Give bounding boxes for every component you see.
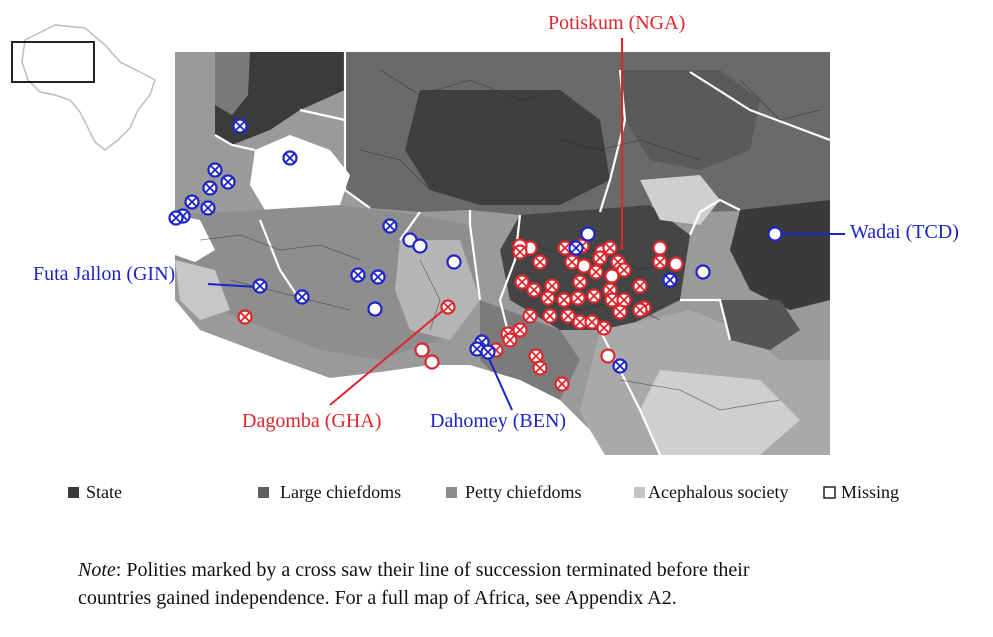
legend-swatches [68,486,836,499]
red-open-marker [600,348,616,364]
figure-note: Note: Polities marked by a cross saw the… [78,556,958,612]
blue-crossed-marker [220,174,236,190]
red-crossed-marker [522,308,538,324]
red-crossed-marker [572,274,588,290]
red-crossed-marker [502,332,518,348]
red-crossed-marker [237,309,253,325]
label-dagomba: Dagomba (GHA) [242,410,382,432]
red-crossed-marker [616,292,632,308]
legend-label-petty-chiefdoms: Petty chiefdoms [465,482,582,502]
red-crossed-marker [584,314,600,330]
red-crossed-marker [632,302,648,318]
legend-label-missing: Missing [841,482,900,502]
blue-open-marker [367,301,383,317]
red-open-marker [604,268,620,284]
blue-crossed-marker [294,289,310,305]
red-crossed-marker [554,376,570,392]
label-wadai: Wadai (TCD) [850,221,959,243]
legend-label-state: State [86,482,122,502]
blue-crossed-marker [612,358,628,374]
red-crossed-marker [557,240,573,256]
legend-swatch-state [68,487,79,498]
africa-inset-map [11,24,156,151]
red-crossed-marker [632,278,648,294]
red-crossed-marker [612,304,628,320]
dagomba-pointer [329,307,447,406]
label-futa-jallon: Futa Jallon (GIN) [33,263,176,285]
blue-open-marker [767,226,783,242]
inset-highlight-box [11,41,95,83]
red-crossed-marker [588,264,604,280]
red-crossed-marker [652,254,668,270]
blue-open-marker [412,238,428,254]
blue-crossed-marker [568,240,584,256]
legend-swatch-large-chiefdoms [258,487,269,498]
red-crossed-marker [592,250,608,266]
note-text-line1: : Polities marked by a cross saw their l… [115,559,750,581]
red-crossed-marker [616,262,632,278]
blue-crossed-marker [202,180,218,196]
blue-crossed-marker [168,210,184,226]
label-potiskum: Potiskum (NGA) [548,12,686,34]
legend-label-large-chiefdoms: Large chiefdoms [280,482,402,502]
label-pointers [207,38,845,411]
red-crossed-marker [570,290,586,306]
note-prefix: Note [78,559,116,581]
red-crossed-marker [542,308,558,324]
blue-crossed-marker [382,218,398,234]
note-text-line2: countries gained independence. For a ful… [78,587,677,609]
legend-swatch-acephalous-society [634,487,645,498]
red-crossed-marker [560,308,576,324]
blue-open-marker [446,254,462,270]
dahomey-pointer [485,351,513,411]
red-open-marker [652,240,668,256]
red-crossed-marker [564,254,580,270]
red-crossed-marker [532,360,548,376]
legend-swatch-missing [823,486,836,499]
blue-crossed-marker [252,278,268,294]
red-open-marker [668,256,684,272]
legend-swatch-petty-chiefdoms [446,487,457,498]
blue-crossed-marker [282,150,298,166]
red-crossed-marker [586,288,602,304]
red-crossed-marker [602,240,618,256]
red-crossed-marker [526,282,542,298]
polity-markers [168,118,783,392]
blue-crossed-marker [350,267,366,283]
blue-crossed-marker [232,118,248,134]
red-crossed-marker [556,292,572,308]
blue-open-marker [580,226,596,242]
red-open-marker [424,354,440,370]
blue-crossed-marker [200,200,216,216]
red-crossed-marker [512,244,528,260]
red-crossed-marker [440,299,456,315]
red-crossed-marker [532,254,548,270]
legend-label-acephalous-society: Acephalous society [648,482,789,502]
red-crossed-marker [596,320,612,336]
red-crossed-marker [514,274,530,290]
blue-crossed-marker [184,194,200,210]
blue-crossed-marker [662,272,678,288]
blue-crossed-marker [480,344,496,360]
futa-jallon-pointer [207,283,259,288]
blue-crossed-marker [370,269,386,285]
label-dahomey: Dahomey (BEN) [430,410,567,432]
red-crossed-marker [540,290,556,306]
west-africa-map [175,52,831,456]
red-open-marker [414,342,430,358]
blue-crossed-marker [207,162,223,178]
blue-open-marker [695,264,711,280]
red-crossed-marker [512,322,528,338]
